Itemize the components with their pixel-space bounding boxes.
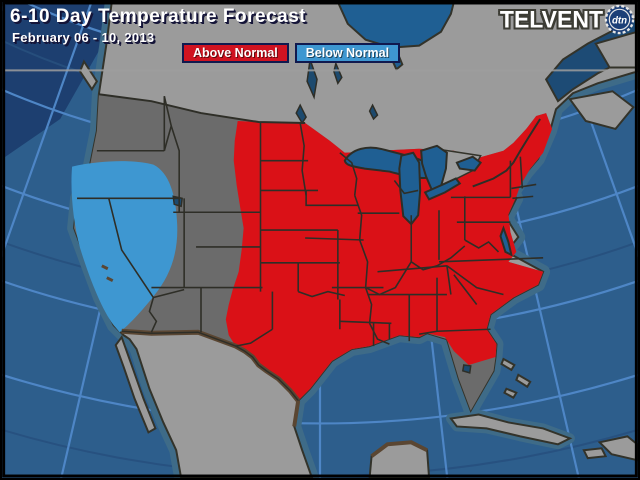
state-borders bbox=[77, 96, 544, 347]
nova-scotia bbox=[568, 90, 635, 131]
legend: Above Normal Below Normal bbox=[182, 43, 401, 63]
legend-below-normal: Below Normal bbox=[294, 43, 401, 63]
telvent-logo: TELVENT dtn bbox=[500, 4, 635, 35]
great-lakes bbox=[343, 144, 513, 257]
legend-above-normal: Above Normal bbox=[182, 43, 289, 63]
islands bbox=[78, 59, 638, 478]
mexico-coast-accents bbox=[292, 400, 428, 458]
mexico-border-line bbox=[121, 330, 299, 402]
dtn-badge-text: dtn bbox=[612, 15, 627, 26]
telvent-wordmark: TELVENT bbox=[499, 5, 603, 33]
map-title: 6-10 Day Temperature Forecast bbox=[10, 6, 307, 27]
channel-islands bbox=[101, 264, 114, 282]
dtn-badge-icon: dtn bbox=[604, 4, 635, 35]
map-date-range: February 06 - 10, 2013 bbox=[12, 30, 155, 45]
above-normal-region bbox=[225, 113, 553, 401]
below-normal-region bbox=[71, 161, 178, 333]
